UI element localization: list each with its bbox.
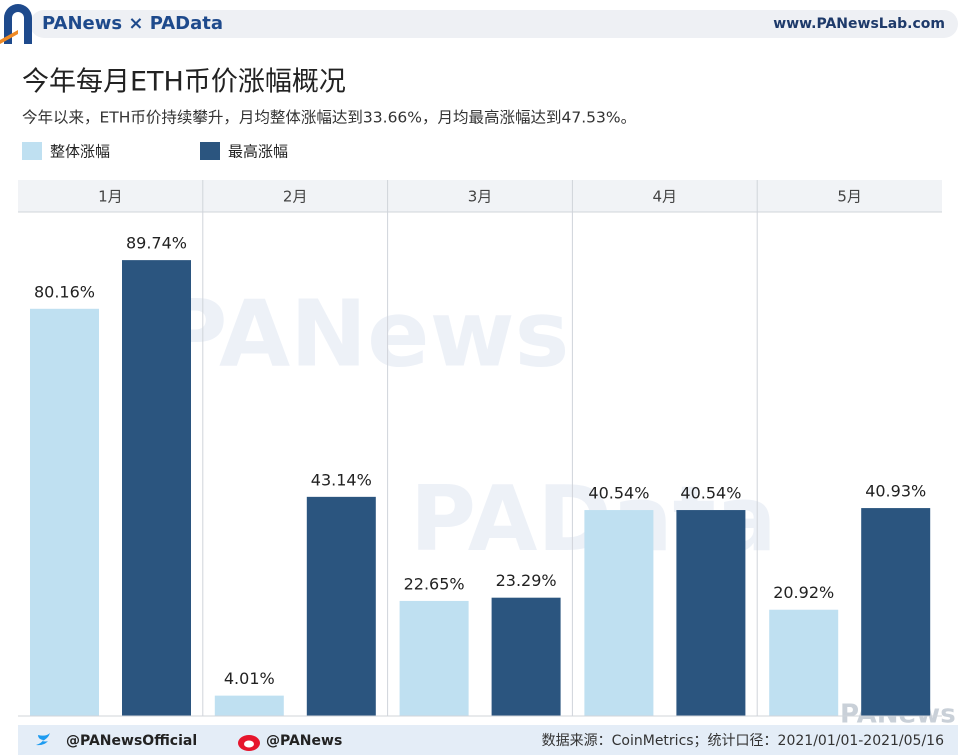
twitter-icon <box>36 733 50 746</box>
legend-label: 最高涨幅 <box>228 143 288 161</box>
value-label: 22.65% <box>404 574 465 593</box>
weibo-handle: @PANews <box>266 733 342 749</box>
twitter-handle: @PANewsOfficial <box>66 733 197 749</box>
x-tick-label: 4月 <box>653 188 678 206</box>
chart-subtitle: 今年以来，ETH币价持续攀升，月均整体涨幅达到33.66%，月均最高涨幅达到47… <box>22 109 636 127</box>
value-label: 43.14% <box>311 470 372 489</box>
bar <box>584 510 654 716</box>
x-tick-label: 3月 <box>468 188 493 206</box>
bar <box>676 510 746 716</box>
value-label: 89.74% <box>126 234 187 253</box>
x-tick-label: 1月 <box>98 188 123 206</box>
bar <box>122 260 191 716</box>
value-label: 4.01% <box>224 669 275 688</box>
watermark: PANews <box>160 280 569 387</box>
value-label: 40.93% <box>865 482 926 501</box>
legend-swatch <box>22 142 42 160</box>
weibo-icon-eye <box>244 740 254 748</box>
bar <box>491 597 561 716</box>
bar <box>399 600 469 716</box>
value-label: 40.54% <box>680 484 741 503</box>
bar <box>306 496 376 716</box>
header-band <box>30 10 958 38</box>
value-label: 40.54% <box>588 484 649 503</box>
bar <box>769 609 839 716</box>
value-label: 20.92% <box>773 583 834 602</box>
plot: 整体涨幅最高涨幅PANewsPADataPANews1月80.16%89.74%… <box>18 142 956 730</box>
bar <box>30 308 99 716</box>
logo-accent <box>0 30 18 44</box>
data-source: 数据来源：CoinMetrics；统计口径：2021/01/01-2021/05… <box>542 733 944 749</box>
x-tick-label: 5月 <box>837 188 862 206</box>
legend-label: 整体涨幅 <box>50 143 110 161</box>
value-label: 80.16% <box>34 282 95 301</box>
header-row <box>18 180 942 212</box>
footer-band <box>18 725 958 755</box>
bar <box>214 695 284 716</box>
legend-swatch <box>200 142 220 160</box>
brand: PANews × PAData <box>42 13 223 34</box>
value-label: 23.29% <box>496 571 557 590</box>
website: www.PANewsLab.com <box>773 16 945 32</box>
chart-title: 今年每月ETH币价涨幅概况 <box>22 67 346 98</box>
x-tick-label: 2月 <box>283 188 308 206</box>
bar <box>861 508 931 716</box>
